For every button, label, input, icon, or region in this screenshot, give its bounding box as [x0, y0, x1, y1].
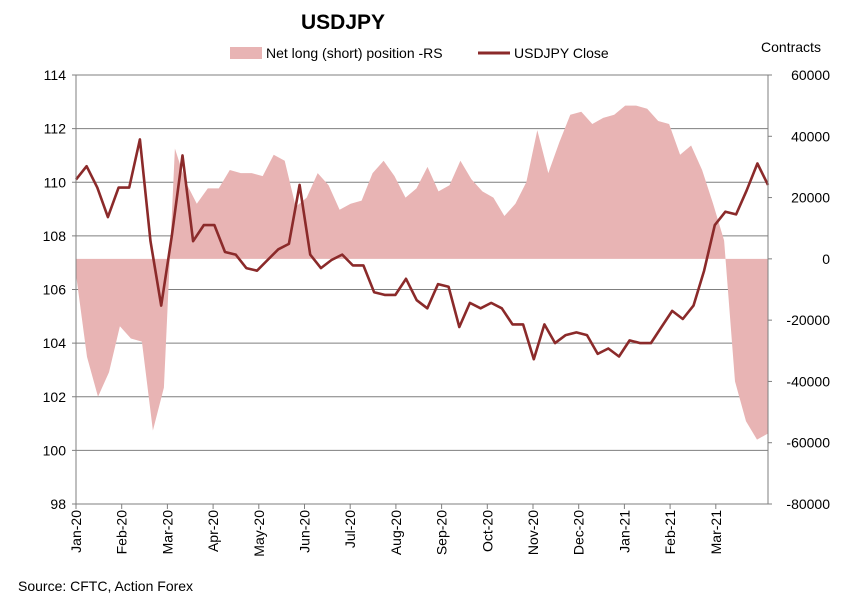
right-tick-label-5: -40000 [786, 373, 830, 389]
x-tick-label-12: Jan-21 [616, 510, 632, 553]
source-note: Source: CFTC, Action Forex [18, 578, 193, 594]
x-tick-label-2: Mar-20 [159, 510, 175, 555]
right-tick-label-2: 20000 [791, 190, 830, 206]
right-axis-label: Contracts [761, 39, 821, 55]
x-tick-label-4: May-20 [251, 510, 267, 557]
left-tick-label-4: 106 [43, 282, 67, 298]
left-tick-label-2: 110 [44, 174, 67, 190]
right-tick-label-3: 0 [822, 251, 830, 267]
plot-area: 114 112 110 108 106 104 102 100 98 60000 40000 2000… [43, 67, 831, 557]
left-tick-label-8: 98 [50, 496, 66, 512]
x-tick-label-8: Sep-20 [434, 510, 450, 555]
left-tick-label-0: 114 [44, 67, 67, 83]
legend-area-label: Net long (short) position -RS [266, 45, 443, 61]
right-tick-label-0: 60000 [791, 67, 830, 83]
usdjpy-close-line [74, 138, 770, 361]
right-tick-label-7: -80000 [786, 496, 830, 512]
left-tick-label-6: 102 [43, 389, 67, 405]
legend: Net long (short) position -RS USDJPY Clo… [230, 45, 609, 61]
right-tick-label-4: -20000 [786, 312, 830, 328]
right-tick-label-6: -60000 [786, 435, 830, 451]
x-tick-label-0: Jan-20 [68, 510, 84, 553]
x-tick-label-1: Feb-20 [114, 510, 130, 555]
legend-area-swatch [230, 47, 262, 59]
x-tick-label-6: Jul-20 [342, 510, 358, 548]
x-tick-label-10: Nov-20 [525, 510, 541, 555]
x-tick-label-9: Oct-20 [479, 510, 495, 552]
x-tick-label-13: Feb-21 [662, 510, 678, 555]
left-tick-label-5: 104 [43, 335, 67, 351]
legend-line-label: USDJPY Close [514, 45, 609, 61]
left-tick-label-3: 108 [43, 228, 67, 244]
x-tick-label-3: Apr-20 [205, 510, 221, 552]
left-tick-label-1: 112 [44, 121, 67, 137]
left-tick-label-7: 100 [43, 442, 67, 458]
right-tick-label-1: 40000 [791, 128, 830, 144]
x-tick-label-14: Mar-21 [708, 510, 724, 555]
chart-title: USDJPY [301, 11, 385, 34]
x-tick-label-11: Dec-20 [571, 510, 587, 555]
x-tick-label-7: Aug-20 [388, 510, 404, 555]
x-tick-label-5: Jun-20 [297, 510, 313, 553]
net-position-area [76, 105, 768, 440]
